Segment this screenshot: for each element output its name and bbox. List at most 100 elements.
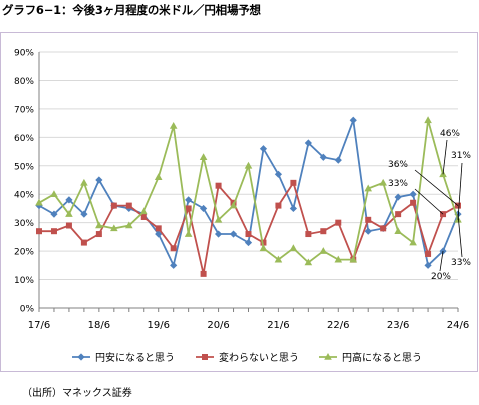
callout-line [457,162,463,220]
data-point [200,270,207,277]
callout-label: 33% [388,179,408,189]
data-point [50,190,58,198]
data-point [50,228,57,235]
data-point [380,225,387,232]
data-point [65,196,73,204]
data-point [65,222,72,229]
data-point [319,247,328,254]
data-point [349,116,357,124]
data-point [275,202,282,209]
legend-marker [202,354,208,360]
data-point [365,216,372,223]
data-point [214,230,223,238]
data-point [320,228,327,235]
callout-line [442,139,448,175]
x-tick-label: 24/6 [447,320,469,331]
chart-title: グラフ6−1：今後3ヶ月程度の米ドル／円相場予想 [2,3,261,17]
data-point [229,201,238,209]
data-point [334,255,343,263]
y-tick-label: 60% [14,134,34,144]
data-point [229,230,238,238]
x-tick-label: 22/6 [327,320,349,331]
data-point [65,210,73,217]
x-tick-label: 20/6 [207,320,229,331]
data-point [424,261,432,269]
data-point [199,153,208,161]
data-point [394,193,402,201]
data-point [184,230,193,237]
y-tick-label: 30% [14,219,34,229]
data-point [244,161,253,169]
data-point [394,227,402,234]
callout-label: 36% [388,160,408,170]
data-point [409,190,417,198]
data-point [349,255,358,263]
callout-label: 46% [440,129,460,139]
data-point [214,215,223,223]
legend-marker [324,353,332,360]
data-point [259,244,268,252]
data-point [289,244,298,252]
data-point [290,179,297,186]
data-point [245,231,252,238]
data-point [244,238,253,247]
data-point [319,153,327,161]
data-point [50,210,58,218]
data-point [95,221,103,229]
callout-label: 20% [431,272,451,282]
data-point [95,176,103,184]
data-point [215,182,222,189]
data-point [364,184,373,192]
data-point [140,213,147,220]
data-point [139,207,148,215]
chart-frame [0,32,478,372]
data-point [410,199,417,206]
data-point [395,211,402,218]
y-tick-label: 70% [14,105,34,115]
y-tick-label: 10% [14,276,34,286]
callout-line [439,251,444,272]
data-point [424,116,432,124]
data-point [185,205,192,212]
y-tick-label: 90% [14,49,34,59]
source-note: （出所）マネックス証券 [22,388,132,399]
data-point [36,228,42,235]
data-point [260,239,267,246]
data-point [425,250,432,257]
data-point [259,145,268,153]
data-point [289,204,297,213]
data-point [170,261,178,269]
data-point [304,258,313,266]
callout-label: 33% [451,258,471,268]
y-tick-label: 40% [14,191,34,201]
data-point [110,202,117,209]
data-point [125,202,132,209]
data-point [169,121,178,129]
data-point [305,231,312,238]
x-tick-label: 17/6 [28,320,50,331]
callout-line [414,188,444,215]
legend-label: 円安になると思う [95,351,175,364]
data-point [80,210,88,218]
x-tick-label: 23/6 [387,320,409,331]
data-point [304,139,312,147]
data-point [35,198,43,206]
data-point [110,224,118,232]
data-point [335,219,342,226]
x-tick-label: 21/6 [267,320,289,331]
y-tick-label: 50% [14,162,34,172]
data-point [80,239,87,246]
callout-line [457,214,463,258]
y-tick-label: 0% [20,305,35,315]
data-point [379,178,387,186]
legend-label: 円高になると思う [342,351,422,364]
data-point [80,178,88,186]
x-tick-label: 18/6 [88,320,110,331]
legend-label: 変わらないと思う [219,351,299,364]
data-point [95,231,102,238]
data-point [364,227,372,235]
legend-marker [77,353,85,361]
data-point [185,196,193,204]
data-point [124,221,133,229]
